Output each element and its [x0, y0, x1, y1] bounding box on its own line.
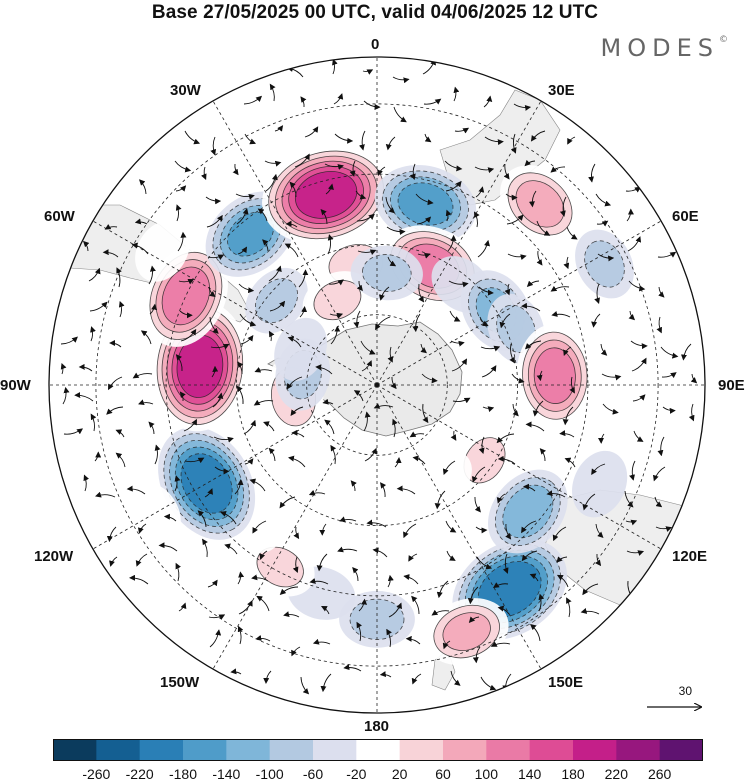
- anomaly-blob: [579, 399, 633, 468]
- brand-mark: ©: [719, 35, 728, 45]
- lon-label-90e: 90E: [718, 377, 745, 394]
- map-title: Base 27/05/2025 00 UTC, valid 04/06/2025…: [151, 2, 599, 23]
- colorbar-label: -220: [125, 766, 154, 782]
- anomaly-blob: [575, 229, 634, 299]
- anomaly-blob: [572, 450, 628, 518]
- lon-label-30w: 30W: [170, 82, 201, 99]
- anomaly-blob: [158, 426, 256, 540]
- colorbar-label: -260: [82, 766, 111, 782]
- lon-label-120w: 120W: [34, 548, 74, 565]
- anomaly-field: [71, 145, 634, 666]
- colorbar-label: -100: [255, 766, 284, 782]
- colorbar-swatch: [226, 739, 271, 761]
- colorbar-swatch: [139, 739, 184, 761]
- anomaly-blob: [500, 165, 580, 243]
- anomaly-blob: [135, 220, 190, 282]
- anomaly-blob: [411, 449, 472, 505]
- brand-logo: MODES©: [601, 34, 728, 62]
- colorbar-swatch: [529, 739, 574, 761]
- colorbar-swatch: [53, 739, 97, 761]
- map-border: [48, 56, 706, 714]
- lon-label-180: 180: [364, 718, 390, 735]
- anomaly-blob: [374, 164, 477, 244]
- colorbar-label: 220: [604, 766, 629, 782]
- wind-vectors: [60, 58, 698, 695]
- lon-label-150e: 150E: [548, 674, 584, 691]
- anomaly-blob: [516, 324, 593, 428]
- colorbar: [53, 739, 704, 761]
- colorbar-swatch: [96, 739, 141, 761]
- colorbar-label: 180: [561, 766, 585, 782]
- colorbar-swatch: [616, 739, 661, 761]
- anomaly-blob: [350, 245, 423, 301]
- colorbar-swatch: [659, 739, 704, 761]
- colorbar-swatch: [443, 739, 487, 761]
- colorbar-label: 260: [647, 766, 672, 782]
- colorbar-label: 60: [435, 766, 451, 782]
- lon-label-30e: 30E: [548, 82, 575, 99]
- anomaly-blob: [302, 271, 373, 330]
- colorbar-swatch: [183, 739, 227, 761]
- anomaly-blob: [245, 267, 308, 334]
- colorbar-label: -140: [212, 766, 241, 782]
- anomaly-blob: [262, 145, 391, 244]
- lon-label-60w: 60W: [44, 208, 75, 225]
- colorbar-label: 100: [474, 766, 499, 782]
- reference-vector-value: 30: [678, 684, 692, 698]
- colorbar-swatch: [573, 739, 617, 761]
- lon-label-60e: 60E: [672, 208, 699, 225]
- reference-vector-arrow: [647, 700, 705, 714]
- colorbar-swatch: [356, 739, 401, 761]
- colorbar-swatch: [269, 739, 314, 761]
- colorbar-swatch: [399, 739, 444, 761]
- colorbar-label: -180: [168, 766, 198, 782]
- colorbar-swatch: [313, 739, 357, 761]
- lon-label-150w: 150W: [160, 674, 200, 691]
- lon-label-0: 0: [371, 36, 380, 53]
- polar-map: [48, 56, 706, 714]
- colorbar-label: -60: [302, 766, 324, 782]
- colorbar-label: -20: [346, 766, 367, 782]
- brand-name: MODES: [600, 34, 719, 62]
- colorbar-label: 20: [391, 766, 408, 782]
- colorbar-label: 140: [517, 766, 542, 782]
- colorbar-swatch: [486, 739, 531, 761]
- lon-label-120e: 120E: [672, 548, 708, 565]
- lon-label-90w: 90W: [0, 377, 31, 394]
